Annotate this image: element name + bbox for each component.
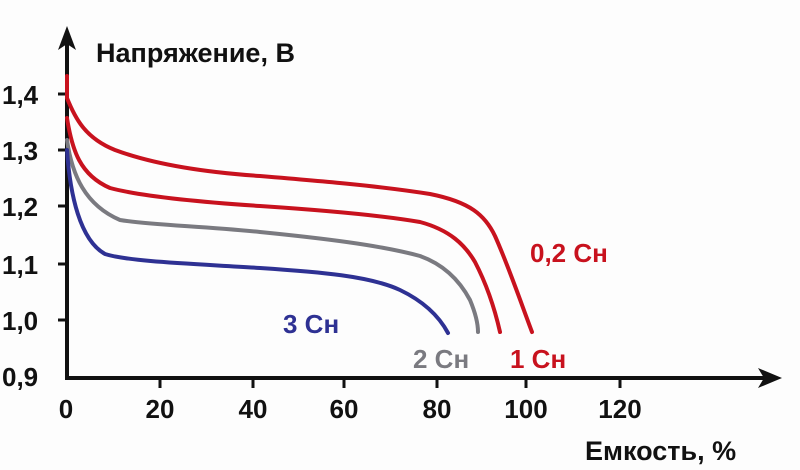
x-axis-title: Емкость, %	[585, 436, 736, 466]
y-axis-title: Напряжение, В	[96, 38, 295, 68]
y-axis-arrow-icon	[58, 26, 76, 50]
x-tick-label: 60	[330, 394, 359, 424]
series-label-3cn: 3 Cн	[283, 309, 339, 339]
curve-1cn	[65, 116, 502, 334]
series-label-2cn: 2 Cн	[413, 344, 469, 374]
y-tick-labels: 1,4 1,3 1,2 1,1 1,0 0,9	[2, 80, 39, 392]
x-tick-label: 80	[423, 394, 452, 424]
y-tick-label: 1,1	[2, 250, 38, 280]
y-tick-label: 0,9	[2, 362, 38, 392]
curve-0-2cn	[65, 74, 534, 334]
x-tick-label: 120	[598, 394, 641, 424]
y-tick-label: 1,2	[2, 192, 38, 222]
series-label-1cn: 1 Cн	[510, 344, 566, 374]
x-axis-arrow-icon	[758, 368, 782, 388]
x-tick-labels: 0 20 40 60 80 100 120	[59, 394, 642, 424]
curve-3cn	[65, 148, 450, 335]
x-tick-label: 0	[59, 394, 73, 424]
y-tick-label: 1,4	[2, 80, 39, 110]
series-label-0-2cn: 0,2 Cн	[530, 238, 608, 268]
x-tick-label: 20	[146, 394, 175, 424]
x-ticks	[158, 378, 622, 388]
curve-2cn	[65, 138, 480, 334]
y-tick-label: 1,0	[2, 306, 38, 336]
x-tick-label: 100	[504, 394, 547, 424]
y-tick-label: 1,3	[2, 136, 38, 166]
x-tick-label: 40	[239, 394, 268, 424]
